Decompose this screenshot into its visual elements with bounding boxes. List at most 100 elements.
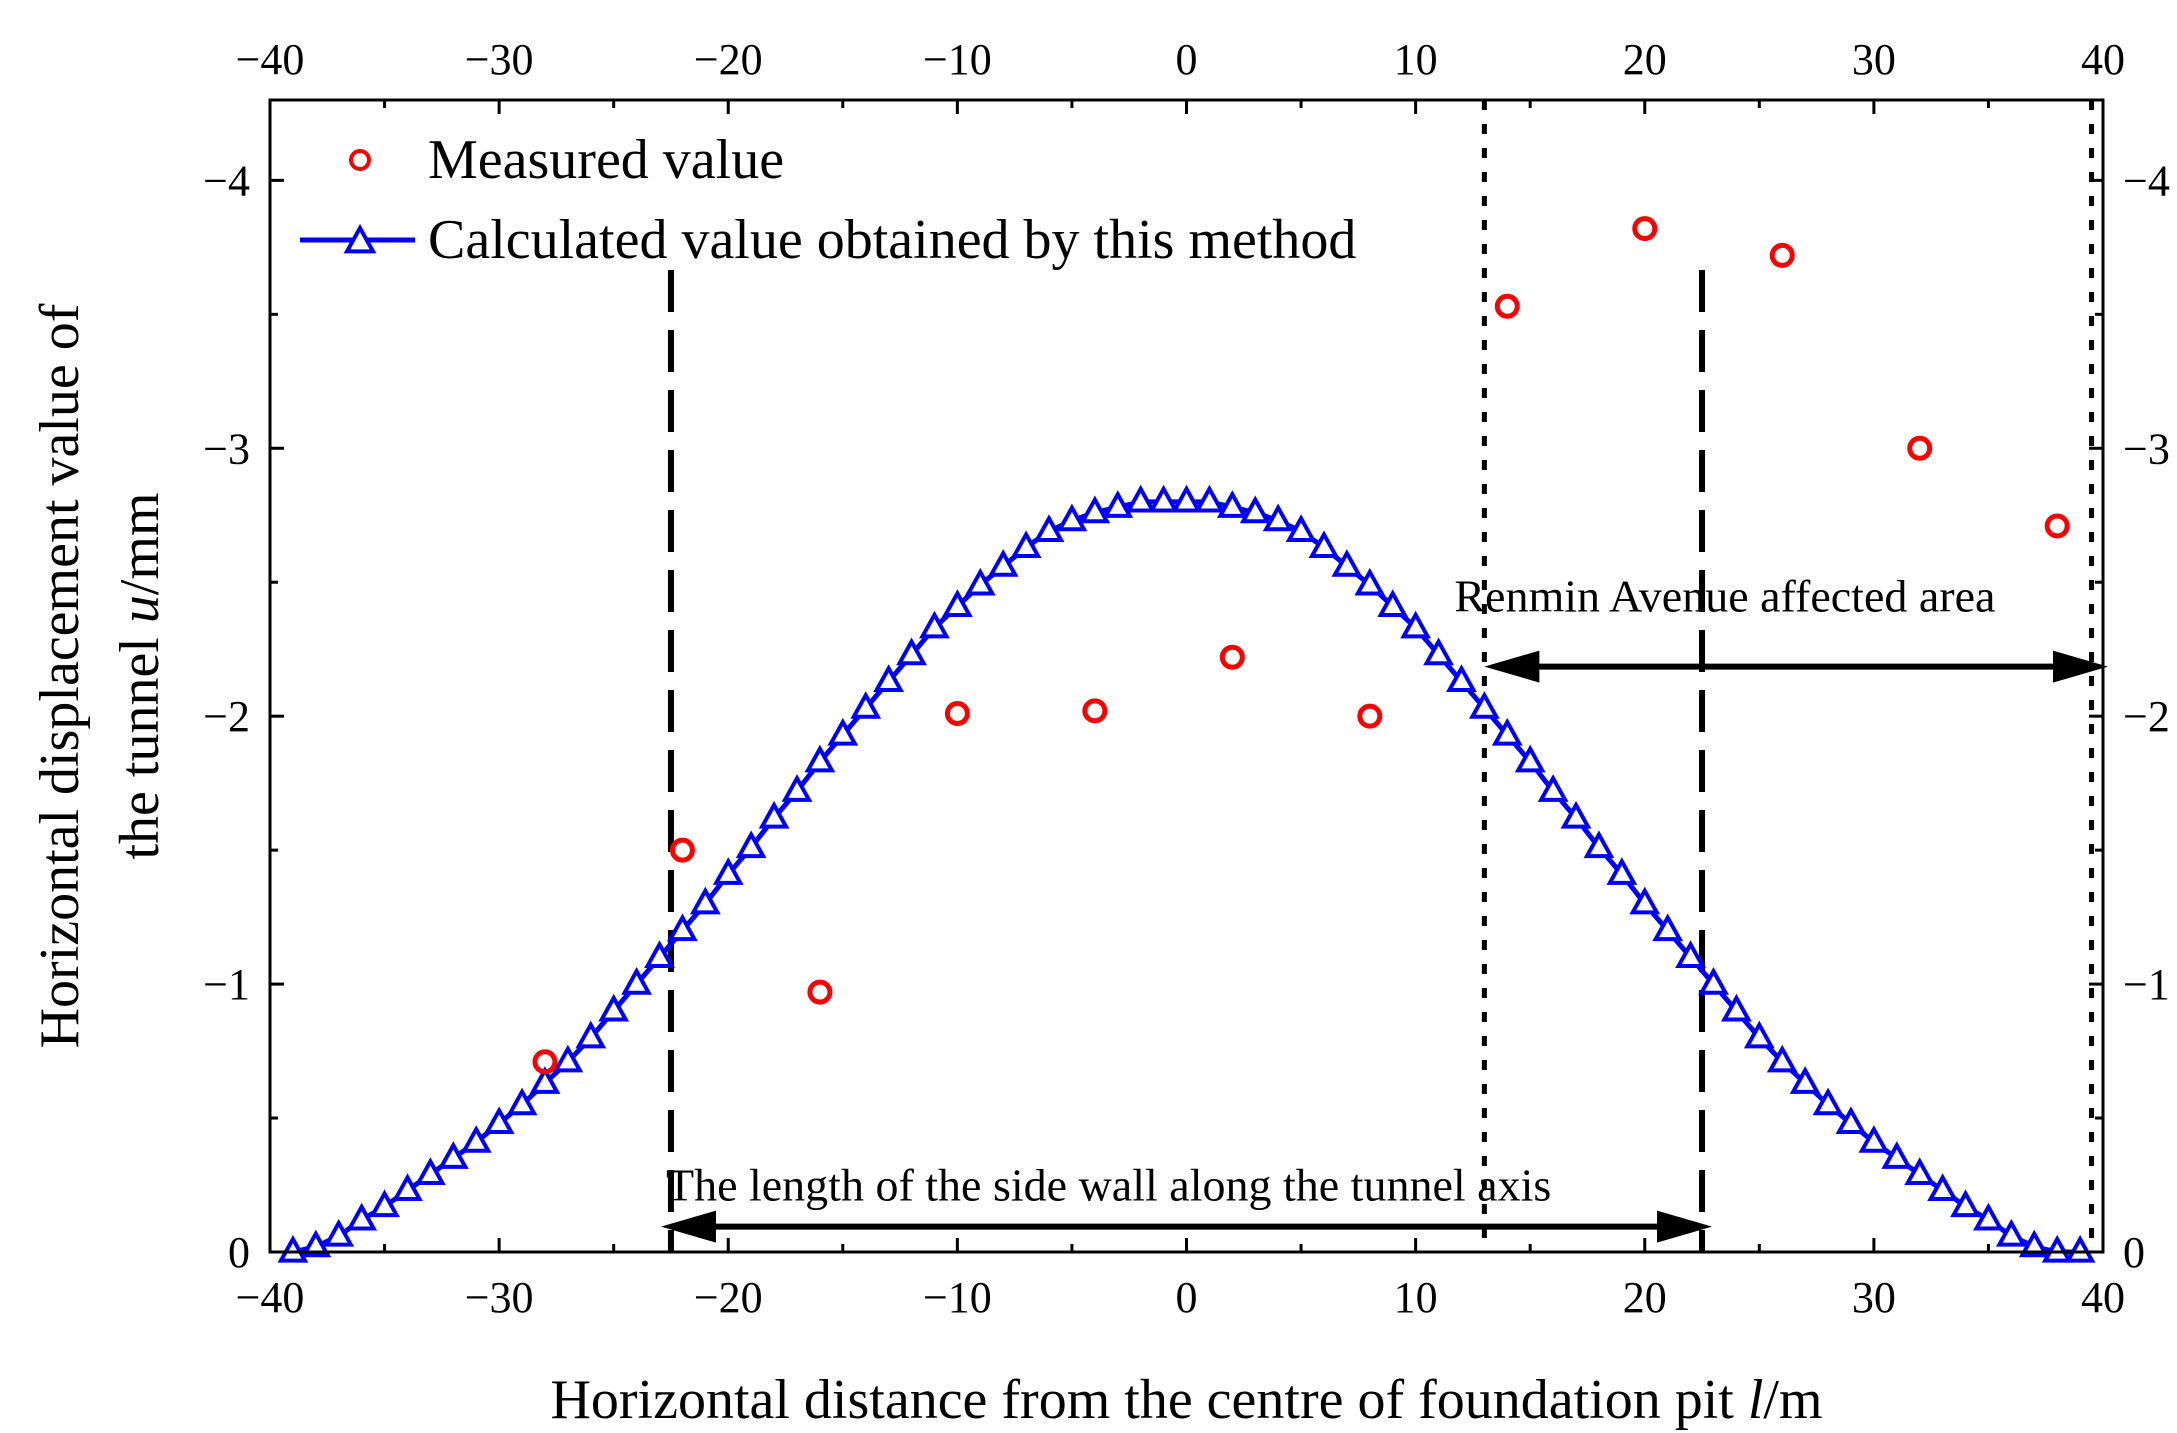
measured-point	[1769, 242, 1795, 268]
calculated-point	[667, 913, 698, 942]
x-tick-label-top: −30	[465, 35, 534, 84]
calculated-point	[392, 1173, 423, 1202]
calculated-point	[575, 1020, 607, 1049]
calculated-point	[1446, 664, 1477, 692]
reference-lines	[667, 100, 2095, 1252]
calculated-point	[369, 1189, 400, 1218]
y-axis-title-line2-prefix: the tunnel	[109, 623, 171, 859]
x-tick-label-top: −40	[236, 35, 305, 84]
calculated-point	[323, 1218, 355, 1247]
calculated-point	[1331, 549, 1363, 577]
calculated-point	[460, 1125, 492, 1153]
side-wall-arrow-head-right	[1657, 1210, 1713, 1243]
calculated-point	[941, 589, 973, 617]
x-tick-label-top: 40	[2081, 35, 2125, 84]
renmin-arrow-head-left	[1484, 650, 1540, 683]
calculated-point	[277, 1234, 309, 1263]
calculated-point	[1881, 1141, 1913, 1169]
calculated-point	[644, 940, 675, 968]
calculated-point	[1973, 1202, 2004, 1231]
calculated-point	[850, 691, 882, 719]
measured-point	[1907, 435, 1933, 461]
calculated-point	[896, 637, 927, 666]
calculated-point	[1148, 484, 1179, 513]
calculated-point	[2041, 1234, 2073, 1263]
calculated-point	[1743, 1020, 1775, 1049]
x-tick-label-bottom: 30	[1852, 1273, 1896, 1322]
y-tick-label-left: −4	[203, 156, 250, 205]
calculated-point	[1262, 503, 1294, 532]
calculated-point	[300, 1229, 332, 1258]
x-tick-label-bottom: −10	[923, 1273, 992, 1322]
calculated-point	[781, 774, 813, 802]
calculated-point	[1835, 1106, 1867, 1135]
measured-point	[532, 1049, 558, 1075]
measured-point	[1357, 703, 1383, 729]
legend-measured-marker	[349, 149, 371, 171]
annotations	[660, 650, 2108, 1243]
calculated-point	[1171, 484, 1202, 513]
calculated-point	[1468, 691, 1500, 719]
y-axis-title-line1: Horizontal displacement value of	[29, 303, 91, 1048]
series-layer	[277, 216, 2096, 1263]
calculated-point	[1102, 490, 1134, 518]
calculated-point	[1056, 503, 1088, 532]
calculated-point	[919, 610, 950, 639]
calculated-point	[1354, 567, 1386, 596]
calculated-point	[987, 549, 1019, 577]
x-tick-label-bottom: −40	[236, 1273, 305, 1322]
calculated-point	[1491, 717, 1523, 746]
calculated-point	[1858, 1125, 1890, 1153]
calculated-point	[1033, 514, 1065, 542]
x-tick-label-bottom: 20	[1623, 1273, 1667, 1322]
calculated-point	[1514, 744, 1546, 773]
calculated-point	[552, 1044, 584, 1073]
y-tick-label-right: −2	[2123, 692, 2170, 741]
measured-point	[669, 837, 695, 863]
x-tick-label-top: 10	[1394, 35, 1438, 84]
x-axis-title: Horizontal distance from the centre of f…	[550, 1369, 1822, 1431]
legend: Measured value Calculated value obtained…	[300, 129, 1356, 271]
calculated-point	[1675, 940, 1706, 968]
calculated-point	[758, 800, 790, 829]
calculated-point	[414, 1157, 446, 1185]
calculated-point	[1698, 967, 1729, 995]
calculated-point	[1377, 589, 1409, 617]
calculated-point	[2018, 1229, 2050, 1258]
calculated-point	[1652, 913, 1684, 942]
calculated-point	[621, 967, 652, 995]
calculated-point	[1194, 484, 1225, 513]
calculated-point	[1216, 490, 1248, 518]
calculated-point	[2064, 1234, 2096, 1263]
y-tick-label-right: −3	[2123, 424, 2170, 473]
side-wall-arrow-head-left	[660, 1210, 716, 1243]
calculated-point	[712, 857, 744, 885]
calculated-point	[1927, 1173, 1959, 1202]
calculated-point	[1606, 857, 1638, 885]
x-tick-label-top: 30	[1852, 35, 1896, 84]
y-axis-title: Horizontal displacement value of the tun…	[29, 303, 171, 1048]
y-tick-label-right: −1	[2123, 960, 2170, 1009]
annotation-renmin-affected: Renmin Avenue affected area	[1454, 571, 1995, 622]
measured-point	[1632, 216, 1658, 242]
calculated-point	[1239, 495, 1271, 524]
y-tick-label-left: −1	[203, 960, 250, 1009]
x-tick-label-top: −10	[923, 35, 992, 84]
calculated-point	[598, 993, 630, 1022]
calculated-point	[529, 1066, 561, 1094]
y-tick-label-right: −4	[2123, 156, 2170, 205]
calculated-point	[1721, 993, 1752, 1022]
x-tick-label-bottom: 0	[1176, 1273, 1198, 1322]
calculated-point	[1629, 886, 1661, 915]
axes: −40−40−30−30−20−20−10−100010102020303040…	[203, 35, 2170, 1322]
calculated-point	[804, 744, 836, 773]
x-tick-label-top: −20	[694, 35, 763, 84]
measured-point	[1494, 293, 1520, 319]
y-tick-label-left: −3	[203, 424, 250, 473]
calculated-point	[1079, 495, 1111, 524]
calculated-point	[1125, 484, 1157, 513]
calculated-point	[506, 1087, 538, 1116]
calculated-point	[689, 886, 721, 915]
annotation-side-wall-length: The length of the side wall along the tu…	[666, 1160, 1551, 1211]
